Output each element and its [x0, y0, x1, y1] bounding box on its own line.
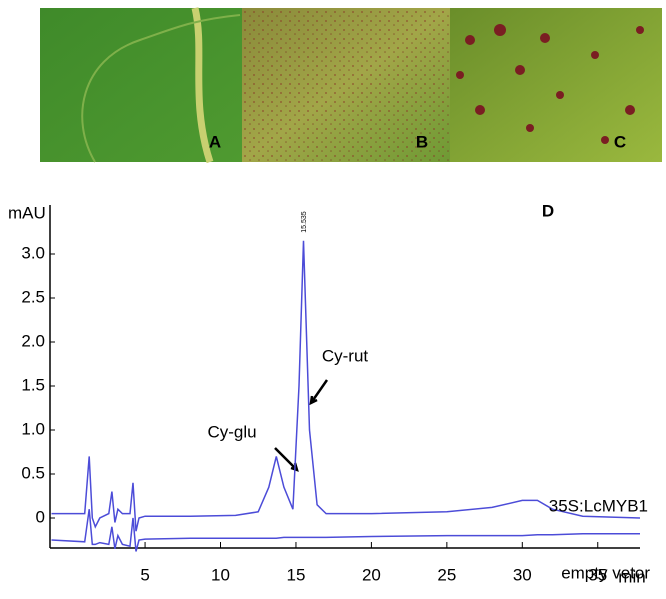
x-tick-label: 35 [588, 565, 607, 584]
photo-b-speckles [242, 8, 450, 162]
panel-label: A [209, 132, 221, 151]
annotation: Cy-rut [322, 346, 369, 365]
trace [51, 509, 640, 552]
y-tick-label: 2.5 [21, 287, 45, 306]
panel-label: D [542, 201, 554, 220]
panel-label: C [614, 132, 626, 151]
y-tick-label: 1.0 [21, 419, 45, 438]
x-tick-label: 30 [513, 565, 532, 584]
x-tick-label: 10 [211, 565, 230, 584]
arrow [309, 379, 329, 406]
y-tick-label: 2.0 [21, 331, 45, 350]
panel-label: B [416, 132, 428, 151]
series-label: 35S:LcMYB1 [549, 496, 648, 515]
x-tick-label: 20 [362, 565, 381, 584]
x-axis-label: min [618, 567, 645, 586]
trace [51, 240, 641, 532]
y-tick-label: 1.5 [21, 375, 45, 394]
x-tick-label: 15 [286, 565, 305, 584]
y-tick-label: 3.0 [21, 243, 45, 262]
photo-c-spots [456, 24, 644, 144]
y-tick-label: 0.5 [21, 463, 45, 482]
photo-c [450, 8, 662, 162]
y-tick-label: 0 [36, 507, 45, 526]
photo-panels: A B C [40, 7, 662, 164]
photo-a [40, 8, 242, 162]
x-tick-label: 25 [437, 565, 456, 584]
series-label: empty vetor [561, 563, 650, 582]
x-tick-label: 5 [140, 565, 149, 584]
annotation: Cy-glu [207, 422, 256, 441]
leaf-vein [191, 7, 214, 164]
leaf-vein [81, 14, 241, 163]
y-axis-label: mAU [8, 203, 46, 222]
peak-label: 15.535 [301, 211, 308, 233]
